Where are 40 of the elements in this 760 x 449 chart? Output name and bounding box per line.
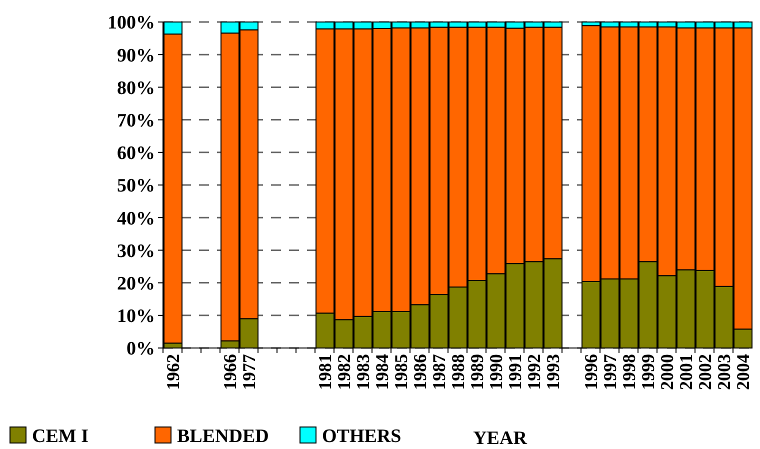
x-tick-label: 1986 <box>410 354 430 390</box>
x-tick-label: 1991 <box>504 354 525 390</box>
legend-label: BLENDED <box>177 426 269 447</box>
y-tick-label: 20% <box>117 273 155 294</box>
x-tick-label: 2003 <box>714 354 734 390</box>
legend-label: OTHERS <box>322 426 402 447</box>
x-tick-label: 1985 <box>390 354 411 390</box>
x-tick-label: 1982 <box>334 354 354 390</box>
x-tick-label: 1996 <box>580 354 601 390</box>
x-tick-label: 1998 <box>618 354 639 390</box>
x-tick-label: 1977 <box>238 354 259 390</box>
x-tick-label: 1997 <box>600 354 620 390</box>
x-tick-label: 2002 <box>694 354 715 390</box>
x-tick-label: 1981 <box>314 354 335 390</box>
x-tick-label: 2000 <box>656 354 677 390</box>
y-tick-label: 90% <box>117 45 155 66</box>
x-tick-label: 1999 <box>638 354 658 390</box>
x-tick-label: 1993 <box>542 354 563 390</box>
y-tick-label: 60% <box>117 143 155 164</box>
y-tick-label: 40% <box>117 208 155 230</box>
y-tick-label: 30% <box>117 240 155 262</box>
y-tick-label: 80% <box>117 78 155 99</box>
y-tick-label: 50% <box>117 176 155 197</box>
legend-label: CEM I <box>32 426 88 447</box>
y-tick-label: 0% <box>126 338 155 360</box>
x-tick-label: 1988 <box>448 354 468 390</box>
x-tick-label: 1992 <box>524 354 544 390</box>
x-tick-label: 1987 <box>428 354 449 390</box>
x-tick-label: 1990 <box>486 354 506 390</box>
y-tick-label: 10% <box>117 306 155 328</box>
x-tick-label: 1989 <box>466 354 487 390</box>
x-axis-title: YEAR <box>473 428 528 449</box>
x-tick-label: 2004 <box>732 354 753 390</box>
x-tick-label: 2001 <box>676 354 696 390</box>
y-tick-label: 70% <box>117 110 155 132</box>
x-tick-label: 1983 <box>352 354 373 390</box>
x-tick-label: 1966 <box>220 354 240 390</box>
x-tick-label: 1984 <box>372 354 392 390</box>
y-tick-label: 100% <box>108 12 155 34</box>
x-tick-label: 1962 <box>162 354 183 390</box>
